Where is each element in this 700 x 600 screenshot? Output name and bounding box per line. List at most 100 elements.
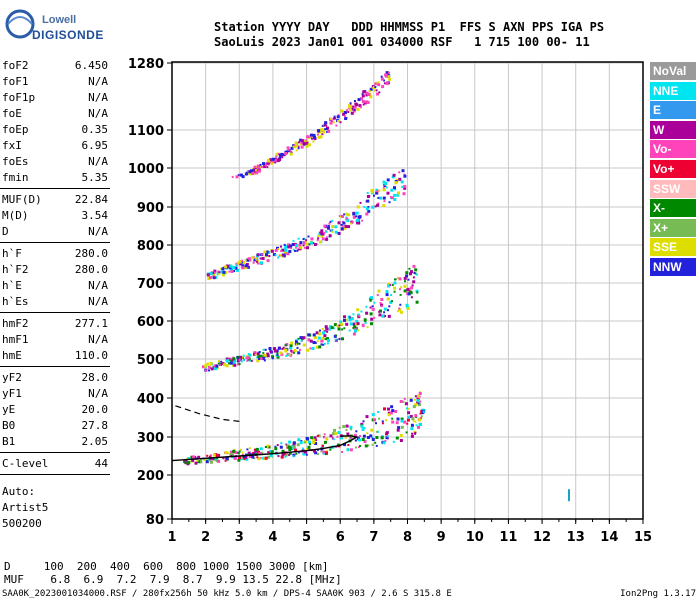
echo-point: [232, 449, 236, 453]
echo-point: [379, 309, 382, 313]
echo-point: [205, 369, 207, 372]
echo-point: [259, 163, 262, 166]
echo-point: [347, 225, 351, 229]
echo-point: [386, 297, 390, 301]
param-label: yF1: [2, 387, 22, 400]
echo-point: [304, 450, 308, 454]
param-row: yE 20.0: [0, 402, 108, 418]
echo-point: [384, 74, 388, 78]
echo-point: [403, 276, 407, 280]
echo-point: [413, 271, 416, 274]
echo-point: [366, 100, 370, 104]
echo-point: [360, 424, 364, 428]
echo-point: [241, 264, 245, 268]
echo-point: [333, 117, 335, 120]
echo-point: [269, 158, 273, 162]
echo-point: [356, 218, 359, 222]
y-tick-label: 80: [146, 513, 164, 528]
echo-point: [224, 451, 228, 455]
legend-item-vo-: Vo+: [650, 160, 696, 178]
echo-point: [337, 327, 341, 331]
echo-point: [417, 402, 420, 405]
echo-point: [343, 327, 346, 330]
echo-point: [261, 451, 264, 454]
echo-point: [357, 329, 360, 332]
param-row: hmF1 N/A: [0, 332, 108, 348]
echo-point: [230, 270, 234, 273]
echo-point: [380, 436, 384, 440]
param-value: N/A: [88, 295, 108, 308]
echo-point: [225, 457, 229, 461]
echo-point: [247, 257, 251, 261]
param-label: fmin: [2, 171, 29, 184]
profile-curve: [171, 435, 360, 462]
echo-point: [412, 276, 415, 279]
echo-point: [355, 211, 359, 215]
echo-point: [347, 444, 350, 446]
echo-point: [245, 356, 249, 360]
echo-point: [259, 357, 263, 361]
echo-point: [414, 272, 417, 275]
echo-point: [414, 403, 418, 407]
echo-point: [403, 174, 407, 178]
echo-point: [399, 303, 402, 306]
echo-point: [369, 312, 373, 316]
echo-point: [374, 441, 377, 444]
echo-point: [348, 107, 351, 110]
echo-point: [386, 435, 389, 438]
echo-point: [316, 434, 319, 437]
logo-top-text: Lowell: [42, 14, 77, 26]
echo-point: [411, 432, 414, 435]
echo-point: [326, 342, 329, 345]
echo-point: [273, 347, 276, 351]
echo-point: [297, 248, 300, 251]
echo-point: [361, 427, 365, 431]
echo-point: [328, 234, 332, 238]
echo-point: [409, 272, 412, 276]
echo-point: [325, 230, 328, 233]
echo-point: [241, 453, 244, 456]
echo-point: [281, 254, 284, 256]
echo-point: [357, 215, 361, 219]
echo-point: [297, 351, 301, 355]
echo-point: [281, 156, 284, 159]
echo-point: [375, 430, 378, 433]
y-tick-label: 400: [137, 392, 164, 407]
echo-point: [352, 215, 356, 219]
echo-point: [200, 458, 202, 461]
param-separator: [0, 188, 110, 189]
echo-point: [377, 196, 380, 199]
param-value: 3.54: [81, 209, 109, 222]
echo-point: [225, 357, 229, 361]
param-label: C-level: [2, 457, 49, 470]
echo-point: [377, 289, 381, 293]
y-tick-label: 600: [137, 315, 164, 330]
echo-point: [387, 284, 391, 288]
echo-point: [363, 318, 367, 322]
echo-point: [290, 341, 294, 345]
param-row: h`F2 280.0: [0, 262, 108, 278]
echo-point: [327, 339, 330, 342]
echo-point: [323, 231, 326, 234]
echo-point: [199, 460, 203, 464]
echo-point: [400, 286, 403, 289]
echo-point: [297, 451, 300, 454]
echo-point: [208, 455, 211, 458]
echo-point: [413, 398, 416, 401]
echo-point: [234, 451, 238, 454]
echo-point: [241, 451, 244, 454]
echo-point: [398, 177, 402, 181]
echo-point: [302, 452, 306, 456]
echo-point: [387, 407, 390, 411]
echo-point: [284, 455, 287, 458]
echo-point: [277, 455, 280, 458]
echo-point: [310, 237, 314, 241]
echo-point: [331, 230, 334, 233]
echo-point: [319, 329, 321, 332]
param-value: 22.84: [74, 193, 108, 206]
echo-point: [391, 175, 395, 179]
echo-point: [355, 446, 357, 449]
echo-point: [359, 106, 362, 109]
echo-point: [324, 122, 327, 125]
echo-point: [191, 458, 195, 462]
